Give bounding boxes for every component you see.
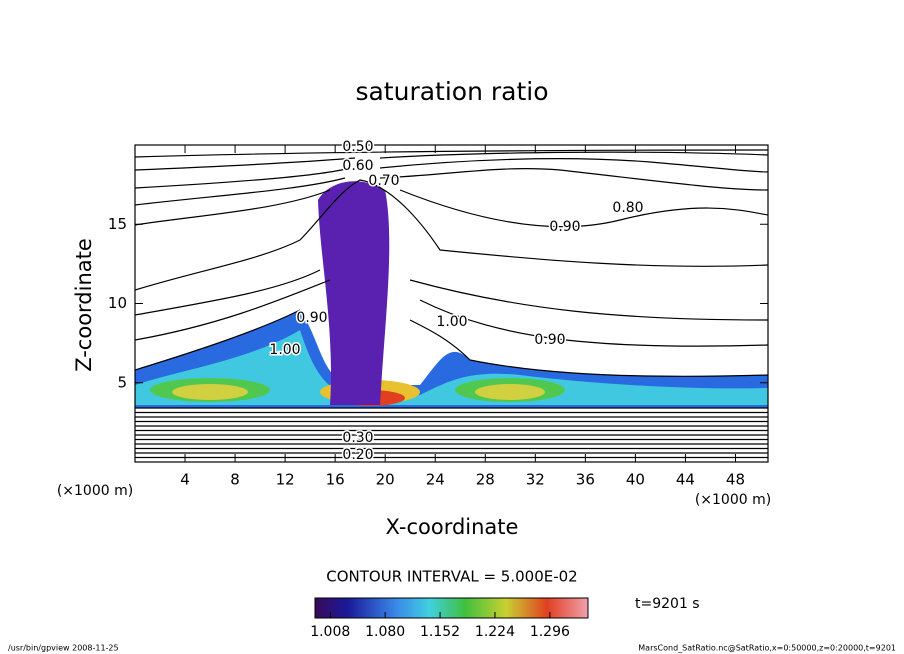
x-tick-label: 8 <box>230 471 240 489</box>
contour-label: 0.90 <box>549 219 580 235</box>
time-label: t=9201 s <box>635 596 700 612</box>
contour-lines <box>135 407 768 459</box>
x-tick-label: 28 <box>476 471 495 489</box>
contour-label: 0.50 <box>342 139 373 155</box>
field-mid <box>135 330 768 405</box>
contour-line <box>135 269 768 321</box>
contour-line <box>135 179 768 291</box>
contour-label: 1.00 <box>436 314 467 330</box>
contour-label: 0.90 <box>534 332 565 348</box>
x-tick-label: 4 <box>180 471 190 489</box>
colorbar-tick-label: 1.224 <box>475 624 515 640</box>
contour-line <box>135 189 768 228</box>
contour-line <box>135 158 768 189</box>
footer-left: /usr/bin/gpview 2008-11-25 <box>8 644 119 653</box>
y-tick-label: 10 <box>108 294 127 312</box>
contour-label: 0.20 <box>342 447 373 463</box>
contour-label: 0.30 <box>342 430 373 446</box>
contour-label: 0.80 <box>612 200 643 216</box>
chart-title: saturation ratio <box>355 77 548 106</box>
x-tick-label: 40 <box>626 471 645 489</box>
contour-label: 0.70 <box>368 173 399 189</box>
colorbar-tick-label: 1.296 <box>530 624 570 640</box>
x-tick-label: 48 <box>726 471 745 489</box>
colorbar-tick-label: 1.152 <box>420 624 460 640</box>
contour-line <box>135 279 768 347</box>
contour-label: 1.00 <box>269 342 300 358</box>
x-axis-unit: (×1000 m) <box>695 492 771 508</box>
contour-line <box>135 149 768 158</box>
contour-label: 0.60 <box>342 158 373 174</box>
colorbar <box>314 597 589 619</box>
x-tick-label: 32 <box>526 471 545 489</box>
x-tick-label: 36 <box>576 471 595 489</box>
contour-interval: CONTOUR INTERVAL = 5.000E-02 <box>326 568 577 586</box>
field-high <box>172 384 248 400</box>
y-tick-label: 5 <box>117 373 127 391</box>
contour-line <box>135 309 768 377</box>
colorbar-tick-label: 1.080 <box>365 624 405 640</box>
x-tick-label: 12 <box>276 471 295 489</box>
colorbar-tick-label: 1.008 <box>310 624 350 640</box>
x-tick-label: 20 <box>376 471 395 489</box>
field <box>135 149 768 459</box>
x-tick-label: 24 <box>426 471 445 489</box>
y-tick-label: 15 <box>108 215 127 233</box>
plot-frame <box>134 144 769 463</box>
contour-label: 0.90 <box>296 310 327 326</box>
contour-line <box>135 151 768 171</box>
footer-right: MarsCond_SatRatio.nc@SatRatio,x=0:50000,… <box>638 644 896 653</box>
contour-line <box>135 168 768 206</box>
y-axis-label: Z-coordinate <box>72 238 96 372</box>
x-axis-label: X-coordinate <box>386 515 519 539</box>
y-axis-unit: (×1000 m) <box>57 483 133 499</box>
plume <box>318 181 390 405</box>
field-high <box>475 384 545 400</box>
x-tick-label: 16 <box>326 471 345 489</box>
x-tick-label: 44 <box>676 471 695 489</box>
